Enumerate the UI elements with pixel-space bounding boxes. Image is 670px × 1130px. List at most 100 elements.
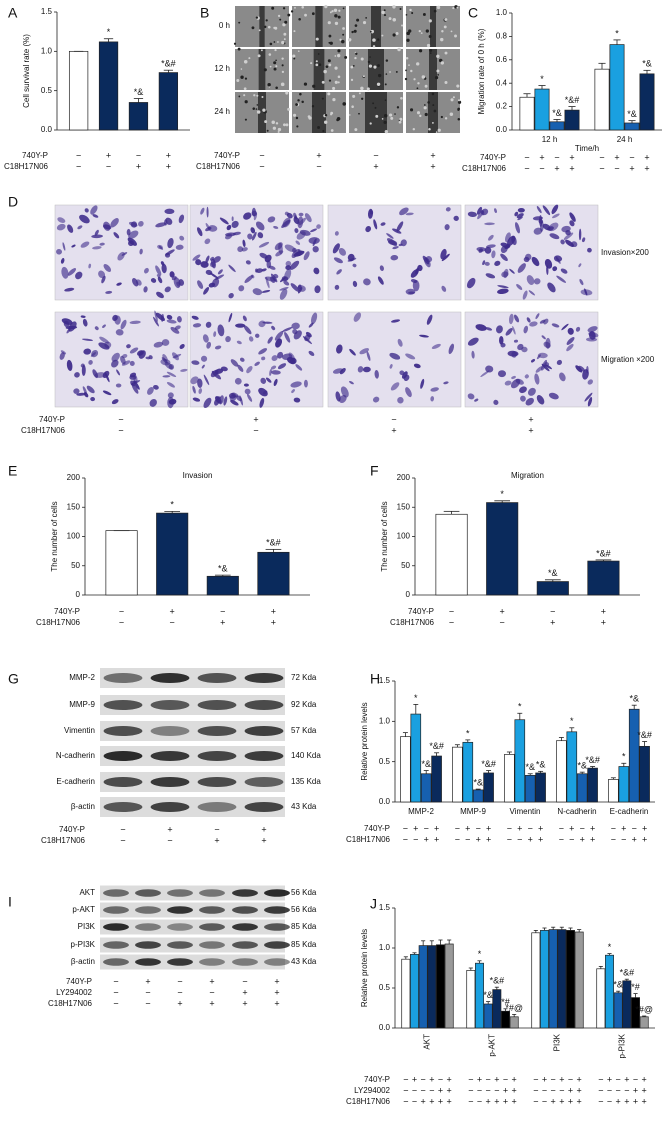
stained-cell <box>480 370 490 378</box>
blot-band <box>150 673 190 683</box>
cell <box>348 114 351 116</box>
stained-cell <box>83 392 89 398</box>
bar <box>475 962 484 1029</box>
blot-band <box>150 726 190 736</box>
cell <box>435 131 438 134</box>
stained-cell <box>71 244 76 248</box>
stained-cell <box>523 256 530 263</box>
stained-cell <box>59 352 65 360</box>
stained-cell <box>426 314 433 325</box>
stained-cell <box>284 331 291 343</box>
stained-cell <box>507 350 519 357</box>
condition-sign: − <box>373 150 378 160</box>
stained-cell <box>259 252 268 259</box>
condition-sign: − <box>616 1085 621 1095</box>
blot-band <box>264 906 290 914</box>
stained-cell <box>90 205 98 215</box>
stained-cell <box>153 341 164 348</box>
condition-sign: + <box>447 1074 452 1084</box>
stained-cell <box>519 386 527 394</box>
condition-sign: − <box>598 1085 603 1095</box>
stained-cell <box>167 392 174 399</box>
stained-cell <box>167 396 174 409</box>
cell <box>405 14 408 16</box>
condition-sign: + <box>580 834 585 844</box>
cell <box>293 30 296 33</box>
condition-sign: − <box>611 834 616 844</box>
stained-cell <box>274 242 283 251</box>
stained-cell <box>475 324 487 331</box>
stained-cell <box>582 369 589 380</box>
stained-cell <box>175 244 184 250</box>
cell <box>390 116 394 120</box>
cell <box>383 9 386 12</box>
condition-sign: − <box>542 1096 547 1106</box>
bar <box>587 560 620 596</box>
band-label: E-cadherin <box>56 777 95 786</box>
bar <box>504 754 515 803</box>
blot-band <box>103 802 143 812</box>
stained-cell <box>214 345 222 350</box>
stained-cell <box>497 288 509 295</box>
stained-cell <box>204 238 211 245</box>
cell <box>255 16 259 19</box>
cell <box>321 80 325 84</box>
cell <box>268 53 272 56</box>
stained-cell <box>527 387 536 396</box>
stained-cell <box>373 219 378 230</box>
stained-cell <box>243 325 252 335</box>
condition-sign: + <box>214 835 219 845</box>
stained-cell <box>81 364 86 376</box>
cell <box>297 99 300 102</box>
cell <box>280 82 285 87</box>
cell <box>383 114 388 118</box>
blot-band <box>103 751 143 761</box>
stained-cell <box>113 232 120 239</box>
blot-band <box>199 923 225 931</box>
stained-cell <box>103 263 112 272</box>
stained-cell <box>90 397 96 402</box>
stained-cell <box>133 380 140 390</box>
stained-cell <box>431 343 441 350</box>
stained-cell <box>516 213 524 219</box>
condition-sign: + <box>242 987 247 997</box>
condition-sign: − <box>533 1096 538 1106</box>
stained-cell <box>478 248 484 253</box>
stained-cell <box>265 377 272 383</box>
x-tick-label: p-PI3K <box>618 1033 627 1058</box>
stained-cell <box>201 364 205 369</box>
stained-cell <box>500 253 508 262</box>
band-size: 140 Kda <box>291 751 321 760</box>
bar <box>128 102 149 131</box>
stained-cell <box>200 355 208 362</box>
cell <box>328 63 332 67</box>
condition-sign: − <box>607 1096 612 1106</box>
cell <box>350 65 354 69</box>
stained-cell <box>349 380 354 385</box>
stained-cell <box>230 359 239 367</box>
cell <box>330 111 334 115</box>
annotation: * <box>622 752 626 762</box>
stained-cell <box>408 291 415 295</box>
blot-band <box>232 941 258 949</box>
stained-cell <box>535 366 543 373</box>
stained-cell <box>542 205 551 216</box>
blot-strip <box>100 772 285 792</box>
condition-label: C18H17N06 <box>4 162 49 171</box>
stained-cell <box>173 277 181 289</box>
y-tick-label: 0.5 <box>379 757 391 766</box>
stained-cell <box>292 247 297 253</box>
stained-cell <box>147 387 154 395</box>
cell <box>261 95 264 99</box>
cell <box>256 110 261 114</box>
band-size: 43 Kda <box>291 802 317 811</box>
blot-band <box>244 777 284 787</box>
condition-sign: + <box>220 617 225 627</box>
blot-band <box>264 941 290 949</box>
stained-cell <box>296 251 302 257</box>
bar <box>556 740 567 803</box>
blot-band <box>232 906 258 914</box>
condition-sign: − <box>559 823 564 833</box>
stained-cell <box>380 222 386 226</box>
y-tick-label: 1.5 <box>41 7 53 16</box>
